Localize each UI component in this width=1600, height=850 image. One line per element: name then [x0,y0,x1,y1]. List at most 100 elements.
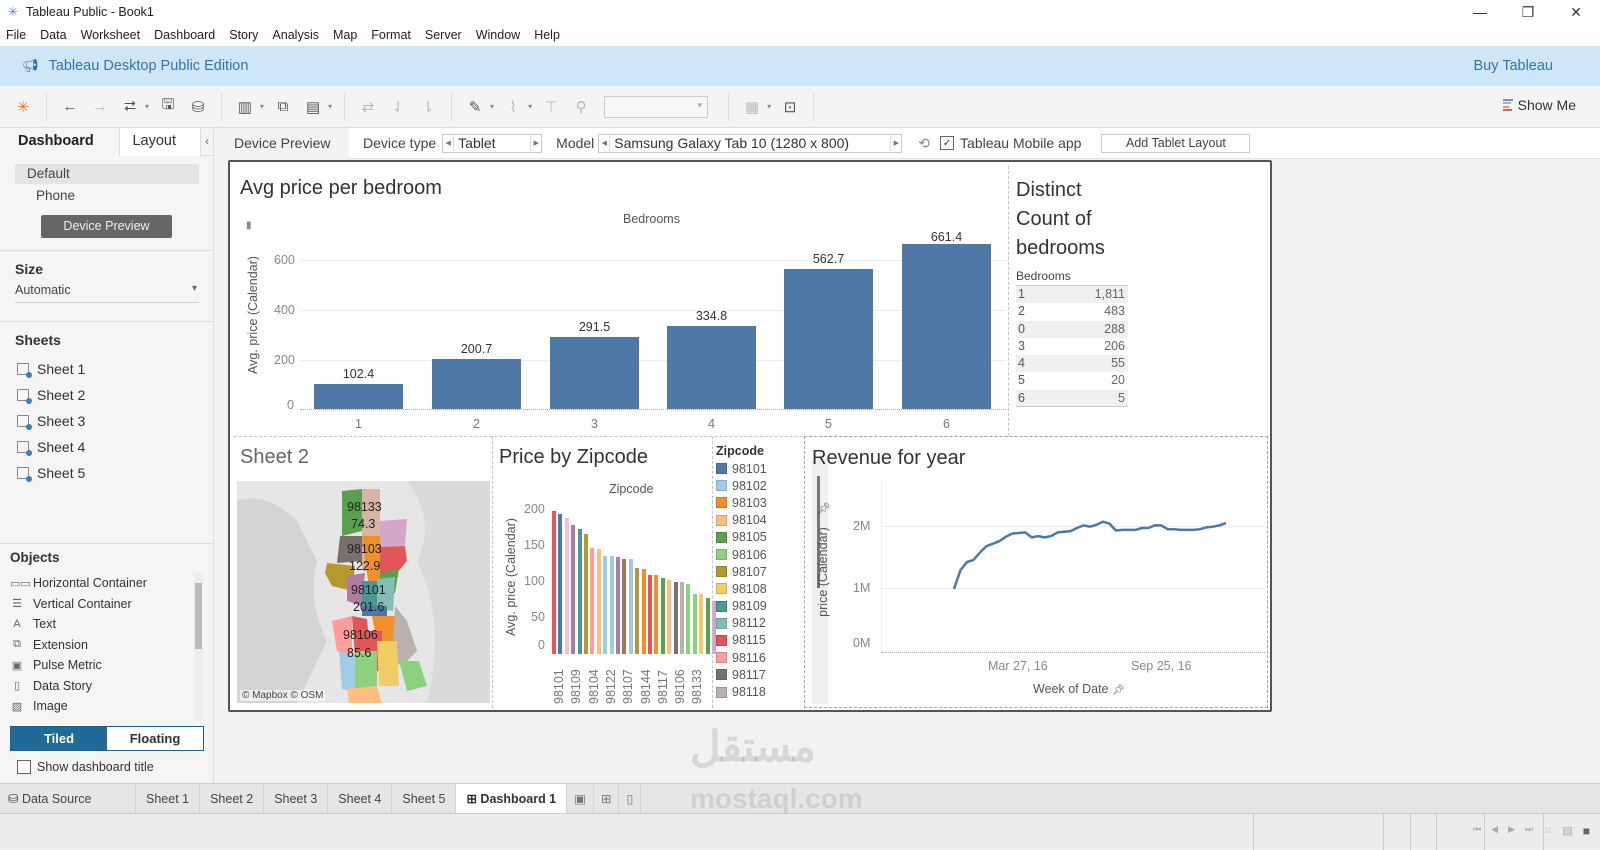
new-dashboard-tab-icon[interactable]: ⊞ [594,784,620,814]
zipcode-bar[interactable] [616,556,620,654]
zipcode-bar[interactable] [641,569,646,654]
menu-worksheet[interactable]: Worksheet [80,28,141,42]
sheet-list-item[interactable]: Sheet 3 [17,408,213,434]
legend-item[interactable]: 98102 [716,477,804,494]
sort-descending-icon[interactable]: ⇂ [421,98,435,116]
legend-item[interactable]: 98118 [716,683,804,700]
sheet-list-item[interactable]: Sheet 1 [17,356,213,382]
minimize-button[interactable]: — [1473,4,1487,20]
zipcode-bar[interactable] [660,577,665,654]
zipcode-bar[interactable] [558,514,563,654]
table-row[interactable]: 3 206 [1018,338,1125,353]
legend-scrollbar[interactable] [812,458,828,704]
sort-ascending-icon[interactable]: ⇃ [391,98,405,116]
device-preview-tab[interactable]: Device Preview [214,127,349,159]
highlight-icon[interactable]: ✎ [468,98,482,116]
legend-item[interactable]: 98101 [716,460,804,477]
sheet-sorter-icon[interactable]: ⁙ [1543,825,1553,837]
zipcode-bar[interactable] [609,555,614,654]
tab-dashboard[interactable]: Dashboard [0,128,120,156]
object-vertical-container[interactable]: ☰ Vertical Container [10,594,203,615]
menu-format[interactable]: Format [371,28,411,42]
zipcode-bar[interactable] [686,584,691,654]
presentation-mode-icon[interactable]: ⊡ [783,98,797,116]
zipcode-bars[interactable] [552,508,716,654]
duplicate-sheet-icon[interactable]: ⧉ [277,98,289,115]
dropdown-icon[interactable]: ▾ [528,102,533,111]
zipcode-bar[interactable] [680,582,684,654]
table-row[interactable]: 4 55 [1016,355,1128,373]
prev-arrow-icon[interactable]: ◀ [601,140,607,147]
device-default[interactable]: Default [15,164,199,184]
legend-item[interactable]: 98107 [716,563,804,580]
zipcode-bar[interactable] [648,574,652,654]
restore-button[interactable]: ❐ [1521,3,1535,20]
zipcode-bar[interactable] [552,510,556,654]
mobile-app-checkbox[interactable]: ✓ [940,136,955,150]
first-page-icon[interactable]: ⏮ [1473,824,1482,834]
object-pulse-metric[interactable]: ▣ Pulse Metric [10,655,203,676]
legend-item[interactable]: 98104 [716,512,804,529]
bar-2-bedroom[interactable] [432,359,521,409]
zipcode-bar[interactable] [584,534,588,654]
model-select[interactable]: ◀ Samsung Galaxy Tab 10 (1280 x 800) ▶ [598,133,903,153]
zipcode-bar[interactable] [590,548,595,654]
fit-select[interactable] [604,95,709,118]
undo-icon[interactable]: ← [62,98,78,115]
bar-3-bedroom[interactable] [550,337,639,409]
show-me-button[interactable]: Show Me [1502,97,1576,113]
dropdown-icon[interactable]: ▾ [328,102,333,111]
sort-icon[interactable]: ▮ [246,220,252,231]
tabs-view-icon[interactable]: ■ [1582,824,1590,838]
sheet-list-item[interactable]: Sheet 4 [17,434,213,460]
zipcode-bar[interactable] [571,525,576,654]
show-dashboard-title-checkbox[interactable]: Show dashboard title [17,760,154,774]
tab-sheet-5[interactable]: Sheet 5 [392,784,457,814]
menu-analysis[interactable]: Analysis [272,28,319,42]
rotate-device-icon[interactable]: ⟲ [918,134,931,151]
device-preview-button[interactable]: Device Preview [41,215,172,238]
object-image[interactable]: ▨ Image [10,696,203,717]
map-view[interactable]: 98133 74.3 98103 122.9 98101 201.6 98106… [237,481,490,703]
zipcode-bar[interactable] [635,567,640,654]
tab-sheet-4[interactable]: Sheet 4 [328,784,393,814]
objects-scrollbar[interactable] [194,573,203,721]
save-icon[interactable]: 🖫︎ [161,96,175,113]
tab-sheet-3[interactable]: Sheet 3 [264,784,329,814]
map-attribution[interactable]: © Mapbox © OSM [240,690,326,701]
legend-item[interactable]: 98117 [716,666,804,683]
object-text[interactable]: A Text [10,614,203,635]
menu-dashboard[interactable]: Dashboard [154,28,216,42]
revenue-chart[interactable]: Revenue for year price (Calendar) 📌︎ 2M … [804,436,1268,708]
menu-window[interactable]: Window [475,28,521,42]
table-row[interactable]: 0 288 [1016,320,1128,338]
legend-item[interactable]: 98106 [716,546,804,563]
object-extension[interactable]: ⧉ Extension [10,635,203,656]
revenue-line[interactable] [881,482,1265,654]
menu-story[interactable]: Story [229,28,259,42]
zipcode-bar[interactable] [692,593,697,654]
buy-tableau-link[interactable]: Buy Tableau [1473,58,1553,74]
device-phone[interactable]: Phone [36,188,76,203]
legend-item[interactable]: 98108 [716,580,804,597]
zipcode-bar[interactable] [603,555,608,654]
sheet-list-item[interactable]: Sheet 2 [17,382,213,408]
redo-icon[interactable]: → [92,98,108,115]
object-data-story[interactable]: ▯ Data Story [10,676,203,697]
device-type-select[interactable]: ◀ Tablet ▶ [442,133,543,153]
menu-file[interactable]: File [6,28,27,42]
legend-item[interactable]: 98115 [716,632,804,649]
legend-item[interactable]: 98103 [716,494,804,511]
size-select[interactable]: Automatic [15,283,199,303]
zipcode-bar[interactable] [712,601,716,654]
bar-5-bedroom[interactable] [784,269,873,409]
prev-arrow-icon[interactable]: ◀ [445,140,451,147]
zipcode-bar[interactable] [628,559,633,654]
bar-4-bedroom[interactable] [667,326,756,409]
menu-map[interactable]: Map [332,28,358,42]
tab-data-source[interactable]: ⛁ Data Source [0,784,136,814]
menu-help[interactable]: Help [534,28,560,42]
tab-layout[interactable]: Layout [119,128,202,156]
checkbox-icon[interactable] [17,760,31,774]
table-row[interactable]: 1 1,811 [1016,286,1128,304]
